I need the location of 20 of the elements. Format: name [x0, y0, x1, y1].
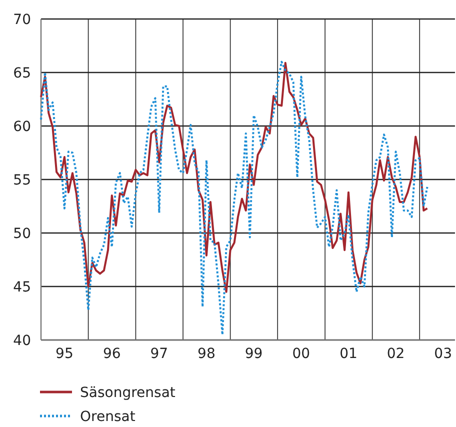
x-tick-label: 02 [386, 346, 405, 362]
y-tick-label: 45 [13, 279, 31, 296]
y-tick-label: 55 [13, 172, 31, 188]
line-series [40, 60, 428, 336]
x-tick-label: 01 [340, 346, 358, 362]
y-tick-label: 60 [13, 118, 31, 135]
x-tick-label: 95 [56, 346, 74, 362]
y-tick-label: 70 [13, 12, 31, 28]
y-tick-label: 65 [13, 65, 31, 82]
x-tick-label: 00 [292, 346, 310, 362]
x-tick-label: 03 [434, 346, 452, 362]
y-tick-label: 50 [13, 226, 31, 242]
x-tick-label: 99 [244, 346, 263, 362]
x-tick-label: 96 [102, 346, 121, 362]
x-tick-label: 97 [150, 346, 168, 362]
legend-label: Orensat [80, 408, 136, 425]
y-tick-label: 40 [13, 332, 31, 349]
line-series [40, 62, 428, 293]
legend-label: Säsongrensat [80, 384, 176, 401]
x-tick-label: 98 [198, 346, 216, 362]
